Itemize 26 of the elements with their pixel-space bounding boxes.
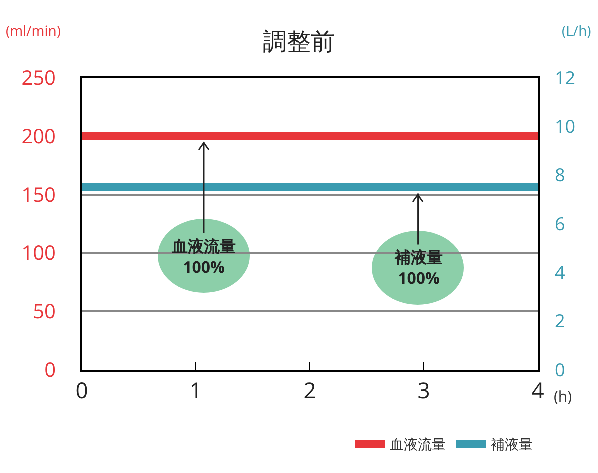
y-tick-label: 200 <box>22 122 56 150</box>
y2-tick-label: 10 <box>555 114 576 139</box>
legend-label: 血液流量 <box>390 435 446 454</box>
x-tick-label: 4 <box>532 375 545 406</box>
annotation: 血液流量 100% <box>171 235 236 278</box>
y2-axis-title: (L/h) <box>562 22 592 41</box>
y-tick-label: 50 <box>33 298 56 325</box>
y-tick-label: 150 <box>22 180 56 208</box>
x-axis-title: (h) <box>554 387 572 407</box>
y2-tick-label: 8 <box>555 164 566 188</box>
annotation: 補液量 100% <box>394 246 443 289</box>
x-tick-label: 2 <box>304 375 316 406</box>
x-tick-label: 3 <box>418 375 430 406</box>
y2-tick-label: 0 <box>555 358 566 382</box>
y2-tick-label: 2 <box>555 310 566 334</box>
y2-tick-label: 12 <box>555 66 576 90</box>
y2-tick-label: 6 <box>555 212 566 236</box>
x-tick-label: 0 <box>76 375 88 406</box>
y-tick-label: 100 <box>22 239 56 266</box>
y2-tick-label: 4 <box>555 260 566 285</box>
y-tick-label: 0 <box>44 356 56 383</box>
y-axis-title: (ml/min) <box>6 22 61 41</box>
x-tick-label: 1 <box>190 375 202 406</box>
legend-label: 補液量 <box>491 435 533 454</box>
y-tick-label: 250 <box>22 64 56 91</box>
chart-title: 調整前 <box>263 24 335 58</box>
